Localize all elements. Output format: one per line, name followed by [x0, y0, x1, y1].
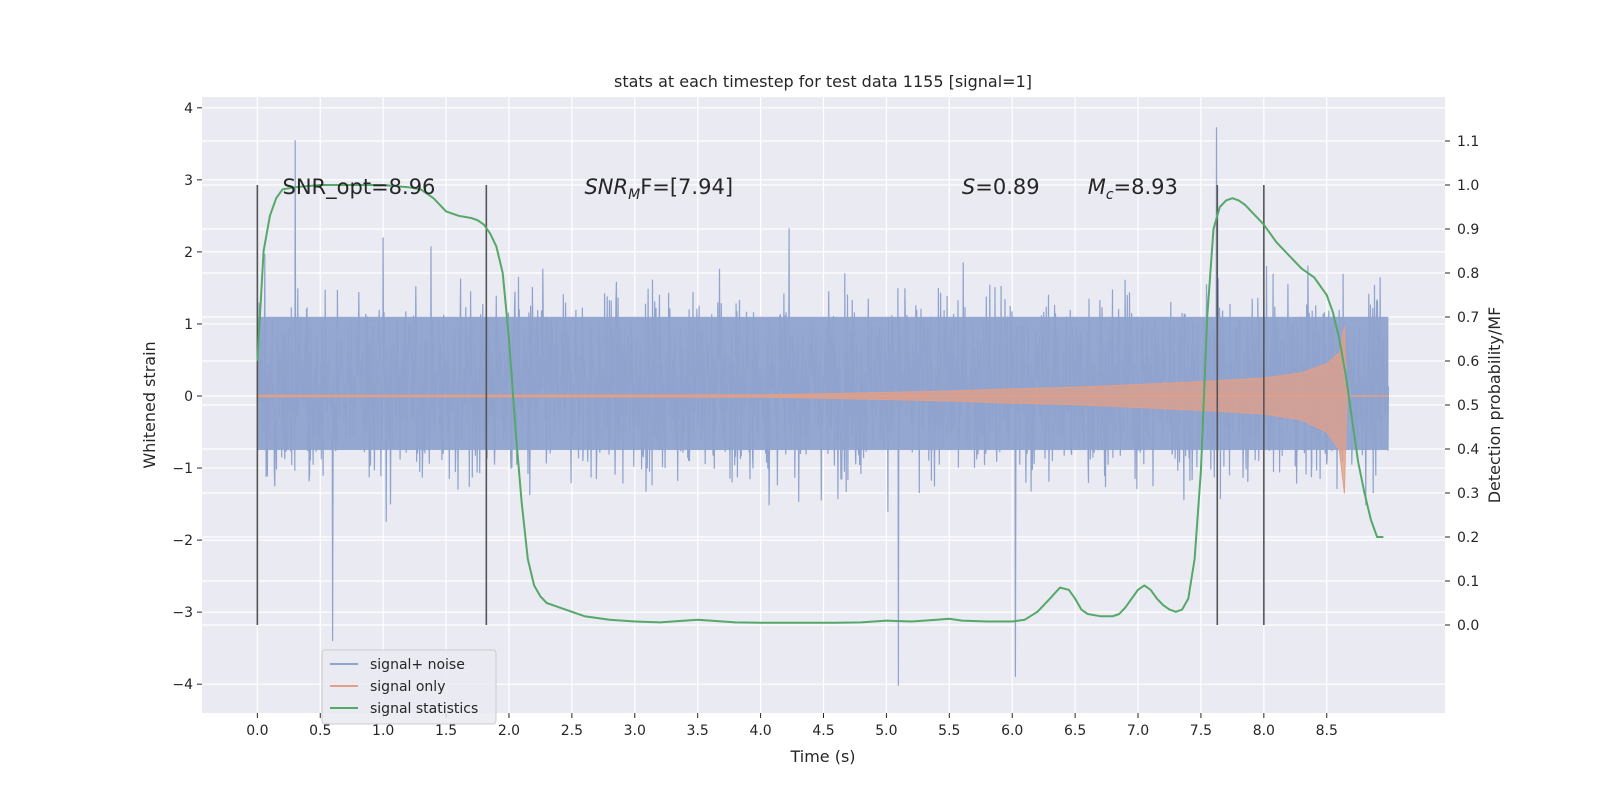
- annotation-snr-mf: SNRMF=[7.94]: [584, 175, 733, 203]
- y2-tick-label: 0.2: [1457, 530, 1479, 546]
- y2-tick-label: 0.3: [1457, 486, 1479, 502]
- y-tick-label: −1: [172, 461, 193, 477]
- x-tick-label: 7.0: [1127, 723, 1149, 739]
- y2-tick-label: 0.7: [1457, 310, 1479, 326]
- x-tick-label: 4.5: [812, 723, 834, 739]
- annotation-mc: Mc=8.93: [1088, 175, 1178, 203]
- y-tick-label: 2: [184, 245, 193, 261]
- x-tick-label: 6.5: [1064, 723, 1086, 739]
- x-tick-label: 2.0: [498, 723, 520, 739]
- annotation-snr-opt: SNR_opt=8.96: [283, 175, 436, 200]
- y-tick-label: −3: [172, 605, 193, 621]
- series-signal-only: [256, 326, 1389, 494]
- y2-tick-label: 0.5: [1457, 398, 1479, 414]
- x-tick-label: 0.5: [309, 723, 331, 739]
- x-tick-label: 5.5: [938, 723, 960, 739]
- series-signal-statistics: [256, 184, 1384, 624]
- x-axis-ticks: 0.0 0.5 1.0 1.5 2.0 2.5 3.0 3.5 4.0 4.5 5.0 5.5 6.0 6…: [246, 713, 1338, 739]
- y2-axis-ticks: 0.0 0.1 0.2 0.3 0.4 0.5 0.6 0.7 0.8 0.9 1.0 1.1: [1445, 134, 1479, 634]
- y2-tick-label: 0.9: [1457, 222, 1479, 238]
- y-axis-ticks: −4 −3 −2 −1 0 1 2 3 4: [172, 101, 202, 693]
- x-tick-label: 4.0: [749, 723, 771, 739]
- y2-tick-label: 0.8: [1457, 266, 1479, 282]
- x-tick-label: 8.5: [1316, 723, 1338, 739]
- y2-tick-label: 1.0: [1457, 178, 1479, 194]
- x-tick-label: 6.0: [1001, 723, 1023, 739]
- legend-label: signal+ noise: [370, 657, 465, 673]
- x-tick-label: 2.5: [561, 723, 583, 739]
- y2-tick-label: 0.6: [1457, 354, 1479, 370]
- legend: signal+ noise signal only signal statistic…: [321, 649, 497, 725]
- y-tick-label: 3: [184, 173, 193, 189]
- x-axis-label: Time (s): [789, 747, 855, 766]
- x-tick-label: 3.0: [624, 723, 646, 739]
- y-tick-label: −4: [172, 677, 193, 693]
- x-tick-label: 3.5: [687, 723, 709, 739]
- x-tick-label: 1.0: [372, 723, 394, 739]
- y-tick-label: 4: [184, 101, 193, 117]
- y-tick-label: 0: [184, 389, 193, 405]
- y2-axis-label: Detection probability/MF: [1485, 307, 1504, 504]
- signal-statistics-line: [256, 184, 1384, 624]
- y-tick-label: −2: [172, 533, 193, 549]
- y-tick-label: 1: [184, 317, 193, 333]
- x-tick-label: 5.0: [875, 723, 897, 739]
- legend-box: [321, 649, 497, 725]
- y2-tick-label: 0.0: [1457, 618, 1479, 634]
- y-axis-label: Whitened strain: [140, 341, 159, 468]
- y2-tick-label: 0.4: [1457, 442, 1479, 458]
- x-tick-label: 1.5: [435, 723, 457, 739]
- chart-title: stats at each timestep for test data 115…: [614, 72, 1032, 91]
- y2-tick-label: 0.1: [1457, 574, 1479, 590]
- x-tick-label: 0.0: [246, 723, 268, 739]
- x-tick-label: 8.0: [1253, 723, 1275, 739]
- x-tick-label: 7.5: [1190, 723, 1212, 739]
- vertical-markers: [256, 185, 1265, 625]
- legend-label: signal only: [370, 679, 445, 695]
- annotations: SNR_opt=8.96 SNRMF=[7.94] S=0.89 Mc=8.93: [283, 175, 1178, 203]
- legend-label: signal statistics: [370, 701, 478, 717]
- y2-tick-label: 1.1: [1457, 134, 1479, 150]
- annotation-s-stat: S=0.89: [962, 175, 1040, 199]
